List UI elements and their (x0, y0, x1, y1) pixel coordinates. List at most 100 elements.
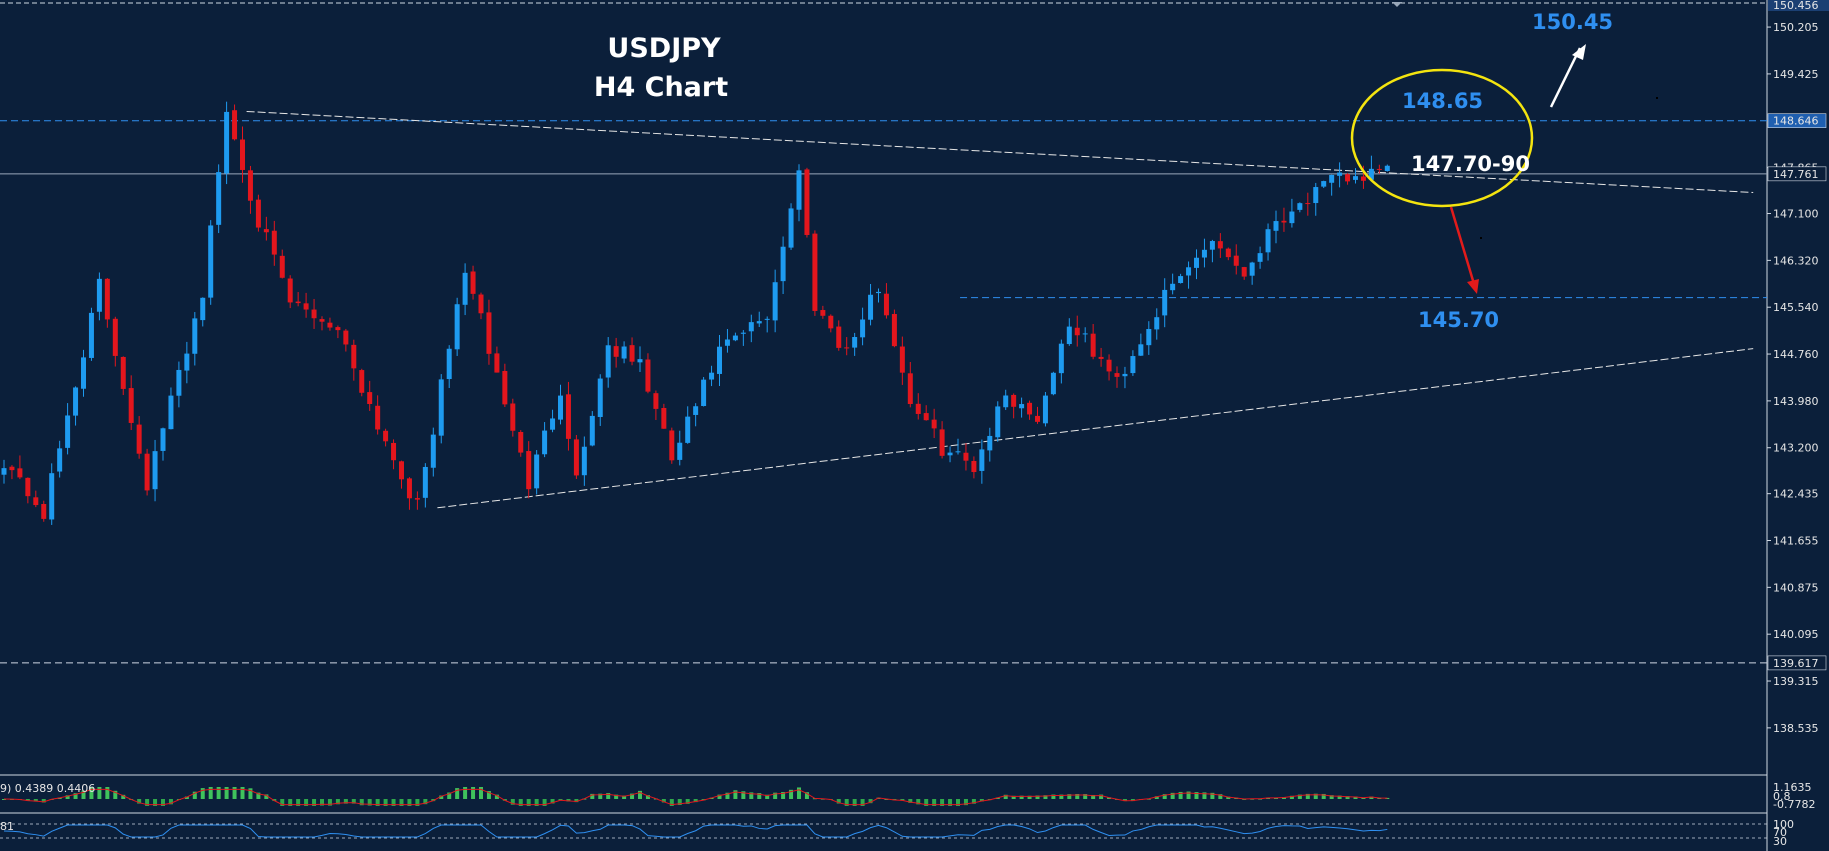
indicator-1-bar (765, 794, 770, 799)
candle-body (391, 442, 397, 461)
indicator-1-bar (677, 799, 682, 806)
annotation-target-up: 150.45 (1532, 10, 1613, 34)
indicator-1-bar (121, 794, 126, 799)
indicator-1-bar (908, 799, 913, 803)
price-axis-marks: 148.646 147.761 139.617 (1767, 113, 1827, 671)
indicator-1-bar (614, 794, 619, 799)
candle-body (724, 339, 730, 346)
candle-body (287, 278, 293, 303)
highlight-ellipse (1350, 68, 1534, 208)
indicator-1-bar (264, 794, 269, 799)
candle-body (120, 356, 126, 389)
candle-body (653, 393, 659, 409)
indicator-1-bar (1289, 795, 1294, 799)
indicator-1-bar (550, 799, 555, 804)
candle-body (422, 466, 428, 498)
candle-body (820, 310, 826, 316)
candle-body (987, 435, 993, 451)
indicator-1-bar (1385, 797, 1390, 799)
candle-body (621, 346, 627, 359)
candle-body (629, 345, 635, 362)
candle-body (494, 353, 500, 373)
indicator-1-bar (1130, 799, 1135, 802)
indicator-1-bar (979, 799, 984, 802)
candle-body (351, 344, 357, 369)
candle-body (637, 359, 643, 363)
candle-body (1042, 395, 1048, 424)
candle-body (1058, 343, 1064, 374)
indicator-1-bar (407, 799, 412, 806)
indicator-1-bar (447, 792, 452, 799)
indicator-1-bar (320, 799, 324, 806)
indicator-1-bar (940, 799, 945, 806)
candle-body (899, 346, 905, 373)
chart-title-symbol: USDJPY (607, 33, 721, 64)
indicator-1-bar (645, 795, 650, 799)
candle-body (271, 230, 277, 255)
candle-body (534, 454, 540, 489)
indicator-1-signal (3, 788, 1388, 806)
candle-body (915, 403, 921, 414)
indicator-1-bar (534, 799, 539, 806)
indicator-1-bar (153, 799, 158, 806)
candle-body (438, 379, 444, 436)
indicator-1-bar (963, 799, 968, 806)
indicator-1-bar (1067, 794, 1072, 799)
indicator-1-bar (216, 787, 221, 799)
candle-body (764, 318, 770, 320)
axis-mark-box (1767, 655, 1827, 671)
indicator-1-bar (916, 799, 921, 805)
annotation-resistance: 148.65 (1402, 89, 1483, 113)
candle-body (780, 246, 786, 282)
indicator-1-bar (1019, 795, 1024, 799)
indicator-1-bar (192, 791, 197, 799)
candle-body (1098, 356, 1104, 359)
indicator-2-tick: 70 (1773, 826, 1787, 839)
candle-body (279, 255, 285, 278)
candle-body (1337, 172, 1343, 176)
indicator-1-bar (335, 799, 340, 805)
rsi-pane (0, 823, 1767, 839)
indicator-1-bar (1305, 793, 1310, 799)
indicator-1-bar (836, 799, 841, 804)
candle-body (510, 403, 516, 431)
indicator-1-bar (25, 799, 30, 801)
candle-body (255, 199, 261, 228)
candle-body (367, 392, 373, 405)
indicator-1-bar (1202, 792, 1207, 799)
scroll-marker-icon (1392, 2, 1402, 7)
price-tick-label: 145.540 (1773, 301, 1819, 314)
candle-body (359, 370, 365, 393)
candle-body (240, 139, 245, 170)
candle-body (208, 225, 214, 298)
indicator-1-bar (749, 792, 754, 799)
candle-body (605, 345, 611, 378)
candle-body (1090, 333, 1096, 357)
candle-body (947, 452, 953, 456)
dot-marker (1480, 237, 1482, 239)
indicator-1-bar (1051, 794, 1056, 799)
price-tick-label: 139.315 (1773, 675, 1819, 688)
candle-body (1050, 372, 1056, 395)
annotation-current-zone: 147.70-90 (1411, 152, 1530, 176)
candle-body (1329, 174, 1335, 183)
candle-body (414, 498, 420, 500)
indicator-1-bar (781, 792, 786, 799)
candle-body (868, 294, 874, 320)
candle-body (1257, 253, 1263, 262)
arrow-up-icon (1549, 44, 1586, 108)
indicator-1-bar (1369, 796, 1374, 799)
indicator-1-bar (1091, 794, 1096, 799)
candle-body (247, 170, 253, 201)
candle-body (542, 430, 548, 455)
indicator-2-line (3, 824, 1388, 838)
candle-body (454, 304, 460, 350)
indicator-1-bar (1027, 795, 1032, 799)
indicator-1-bar (1329, 795, 1334, 799)
candle-body (1, 468, 7, 475)
candle-body (1027, 402, 1033, 415)
indicator-1-bar (327, 799, 332, 806)
candle-body (88, 312, 94, 358)
candle-body (311, 309, 317, 319)
indicator-1-bar (224, 787, 229, 799)
